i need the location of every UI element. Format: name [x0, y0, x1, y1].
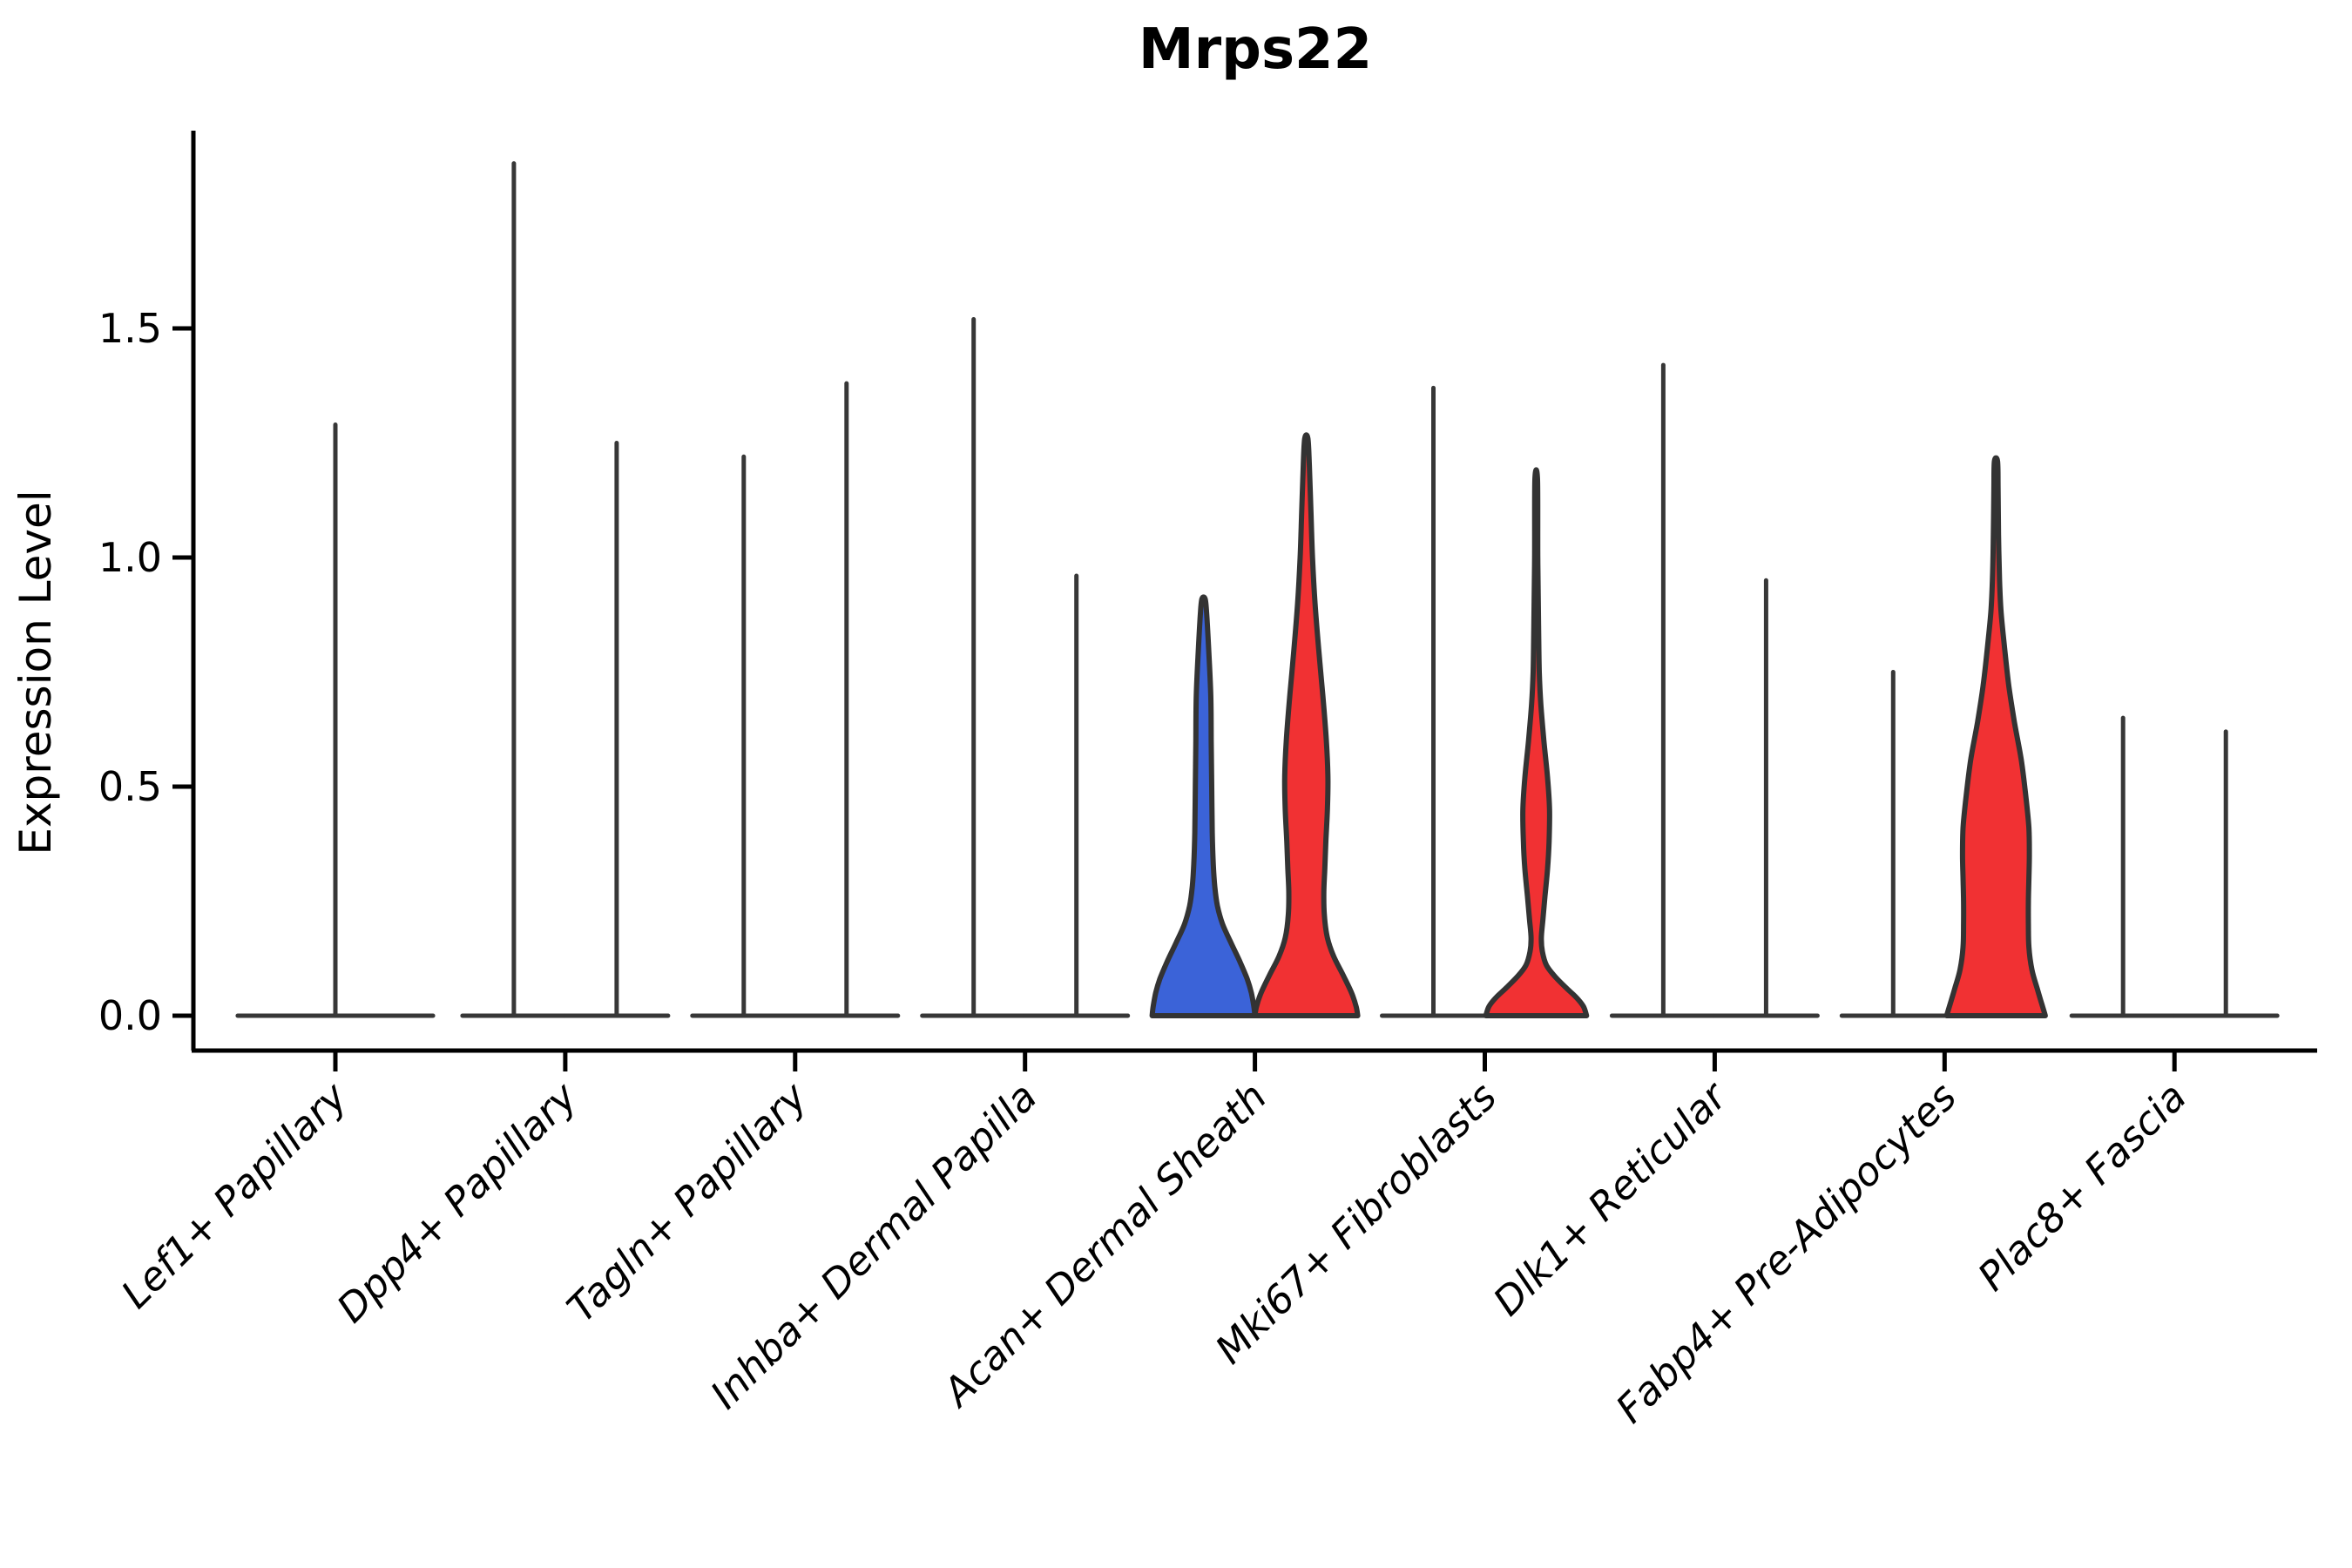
x-label-tagln-papillary: Tagln+ Papillary — [558, 1072, 817, 1331]
violin-layer — [235, 161, 2280, 1018]
y-tick-label-0.0: 0.0 — [98, 992, 162, 1039]
chart-title: Mrps22 — [1139, 17, 1372, 82]
violin-fabp4-pre-adipocytes-right — [1943, 455, 2048, 1018]
violin-mki67-fibroblasts-right — [1483, 467, 1590, 1018]
x-label-plac8-fascia: Plac8+ Fascia — [1969, 1073, 2195, 1300]
x-label-dpp4-papillary: Dpp4+ Papillary — [328, 1072, 586, 1331]
y-tick-label-1.5: 1.5 — [98, 305, 162, 352]
x-label-lef1-papillary: Lef1+ Papillary — [112, 1072, 357, 1317]
x-label-dlk1-reticular: Dlk1+ Reticular — [1484, 1072, 1737, 1325]
violin-acan-dermal-sheath-left — [1149, 594, 1258, 1018]
y-tick-label-0.5: 0.5 — [98, 763, 162, 810]
violin-acan-dermal-sheath-right — [1252, 432, 1361, 1018]
y-tick-label-1.0: 1.0 — [98, 534, 162, 581]
y-axis-label: Expression Level — [10, 490, 61, 855]
